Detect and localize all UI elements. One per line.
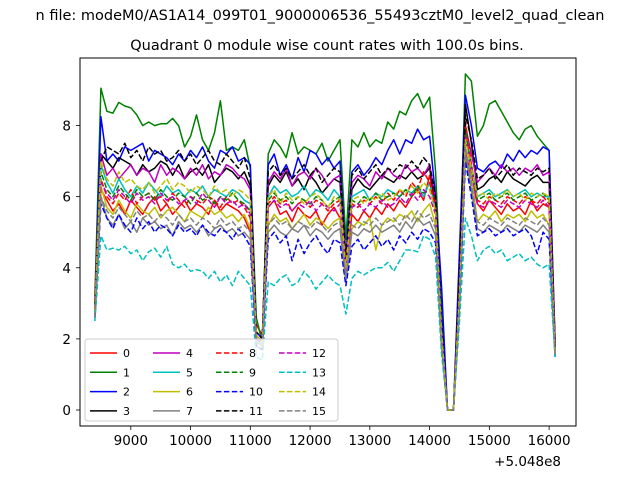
series-line-11 [94,114,556,411]
x-tick-label: 11000 [229,433,272,449]
y-tick-label: 4 [62,261,71,277]
legend-label-0: 0 [123,347,130,360]
legend-label-13: 13 [312,366,326,379]
y-tick-label: 0 [62,403,71,419]
series-line-3 [94,103,556,411]
y-tick-label: 2 [62,332,71,348]
series-line-12 [94,135,556,411]
legend-label-3: 3 [123,405,130,418]
axes-frame [79,57,577,427]
series-line-4 [94,124,556,411]
x-tick-label: 9000 [114,433,148,449]
legend-label-14: 14 [312,386,326,399]
series-line-14 [94,139,556,411]
y-tick-label: 6 [62,190,71,206]
series-line-10 [94,160,556,411]
x-tick-label: 14000 [408,433,451,449]
legend-label-2: 2 [123,386,130,399]
x-tick-label: 16000 [528,433,571,449]
series-line-2 [94,94,556,411]
series-line-6 [94,131,556,411]
series-line-9 [94,128,556,411]
legend-label-12: 12 [312,347,326,360]
x-tick-label: 12000 [289,433,332,449]
legend-label-8: 8 [249,347,256,360]
legend-label-15: 15 [312,405,326,418]
x-tick-label: 10000 [169,433,212,449]
legend-label-1: 1 [123,366,130,379]
y-axis: 0 2 4 6 8 [62,119,80,419]
legend-label-9: 9 [249,366,256,379]
series-line-0 [94,149,556,411]
series-line-1 [94,73,556,411]
x-axis-offset-label: +5.048e8 [494,454,561,470]
y-tick-label: 8 [62,119,71,135]
legend-label-11: 11 [249,405,263,418]
legend-label-5: 5 [186,366,193,379]
x-axis: 9000 10000 11000 12000 13000 14000 15000 16000 [114,426,571,449]
series-line-7 [94,153,556,411]
legend-label-6: 6 [186,386,193,399]
chart-title: Quadrant 0 module wise count rates with … [130,38,524,54]
plot-area: 9000 10000 11000 12000 13000 14000 15000 16000 … [62,57,577,470]
series-line-8 [94,121,556,411]
x-tick-label: 13000 [348,433,391,449]
series-layer [94,73,556,411]
legend-frame [84,338,339,422]
series-line-13 [94,217,556,411]
legend-label-10: 10 [249,386,263,399]
x-tick-label: 15000 [468,433,511,449]
figure-suptitle: n file: modeM0/AS1A14_099T01_9000006536_… [36,8,605,24]
legend-label-7: 7 [186,405,193,418]
legend-label-4: 4 [186,347,193,360]
series-line-15 [94,146,556,411]
